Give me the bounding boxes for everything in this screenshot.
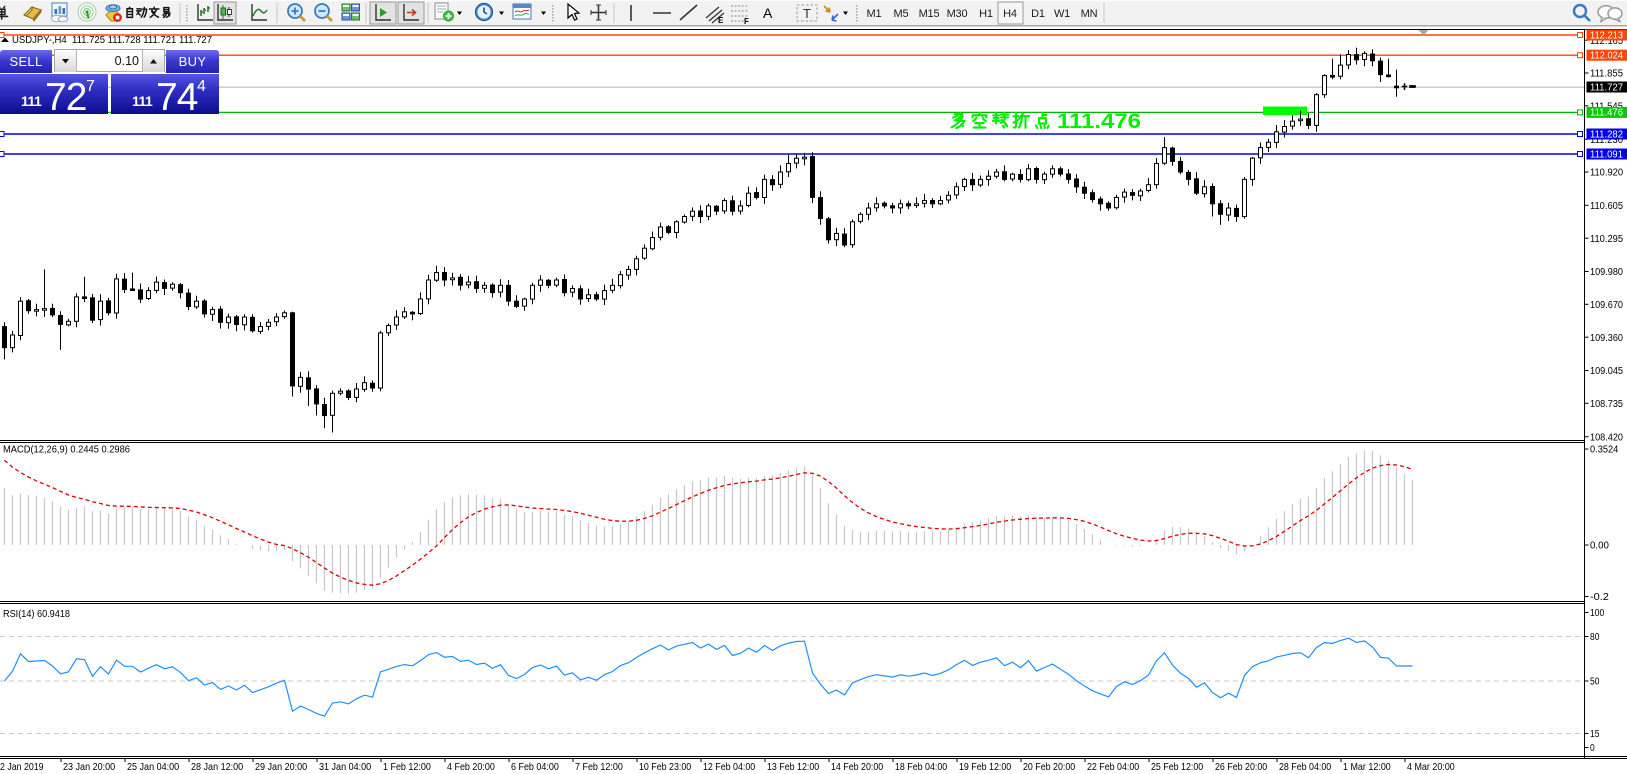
svg-text:D1: D1 — [1031, 8, 1045, 20]
svg-text:14 Feb 20:00: 14 Feb 20:00 — [831, 761, 883, 773]
svg-text:E: E — [718, 16, 724, 25]
svg-text:29 Jan 20:00: 29 Jan 20:00 — [255, 761, 307, 773]
svg-text:28 Jan 12:00: 28 Jan 12:00 — [191, 761, 243, 773]
svg-text:0.00: 0.00 — [1590, 541, 1609, 552]
svg-text:M15: M15 — [919, 8, 940, 20]
svg-text:T: T — [803, 6, 811, 21]
svg-text:112.165: 112.165 — [1590, 36, 1623, 47]
svg-text:111.282: 111.282 — [1590, 129, 1623, 140]
svg-text:109.360: 109.360 — [1590, 333, 1623, 344]
svg-text:20 Feb 20:00: 20 Feb 20:00 — [1023, 761, 1075, 773]
svg-text:0.3524: 0.3524 — [1590, 445, 1619, 456]
svg-text:111.855: 111.855 — [1590, 69, 1623, 80]
svg-text:MN: MN — [1081, 8, 1098, 20]
svg-text:M1: M1 — [867, 8, 882, 20]
svg-text:112.213: 112.213 — [1590, 30, 1623, 41]
svg-text:0: 0 — [1590, 743, 1595, 754]
svg-text:12 Feb 04:00: 12 Feb 04:00 — [703, 761, 755, 773]
svg-text:22 Feb 04:00: 22 Feb 04:00 — [1087, 761, 1139, 773]
svg-text:1 Feb 12:00: 1 Feb 12:00 — [383, 761, 431, 773]
svg-text:F: F — [744, 17, 749, 26]
svg-text:RSI(14) 60.9418: RSI(14) 60.9418 — [3, 608, 70, 620]
svg-text:110.605: 110.605 — [1590, 201, 1623, 212]
svg-text:111.476: 111.476 — [1057, 110, 1141, 133]
svg-text:109.670: 109.670 — [1590, 300, 1623, 311]
svg-text:W1: W1 — [1054, 8, 1070, 20]
svg-text:110.920: 110.920 — [1590, 168, 1623, 179]
svg-text:108.735: 108.735 — [1590, 399, 1623, 410]
svg-text:18 Feb 04:00: 18 Feb 04:00 — [895, 761, 947, 773]
svg-text:4 Mar 20:00: 4 Mar 20:00 — [1407, 761, 1455, 773]
svg-text:108.420: 108.420 — [1590, 432, 1623, 443]
svg-text:111.476: 111.476 — [1590, 108, 1623, 119]
svg-text:25 Jan 04:00: 25 Jan 04:00 — [127, 761, 179, 773]
svg-text:2 Jan 2019: 2 Jan 2019 — [0, 761, 44, 773]
svg-text:111.727: 111.727 — [1590, 82, 1623, 93]
svg-text:H4: H4 — [1003, 8, 1017, 20]
svg-text:USDJPY-,H4 111.725 111.728 11: USDJPY-,H4 111.725 111.728 111.721 111.7… — [12, 35, 212, 46]
svg-text:H1: H1 — [979, 8, 993, 20]
svg-text:109.980: 109.980 — [1590, 267, 1623, 278]
svg-text:10 Feb 23:00: 10 Feb 23:00 — [639, 761, 691, 773]
svg-text:4 Feb 20:00: 4 Feb 20:00 — [447, 761, 495, 773]
svg-text:-0.2: -0.2 — [1590, 592, 1609, 603]
svg-text:50: 50 — [1590, 677, 1600, 688]
svg-text:13 Feb 12:00: 13 Feb 12:00 — [767, 761, 819, 773]
svg-text:112.024: 112.024 — [1590, 51, 1623, 62]
svg-text:109.045: 109.045 — [1590, 366, 1623, 377]
svg-text:26 Feb 20:00: 26 Feb 20:00 — [1215, 761, 1267, 773]
svg-text:19 Feb 12:00: 19 Feb 12:00 — [959, 761, 1011, 773]
svg-text:28 Feb 04:00: 28 Feb 04:00 — [1279, 761, 1331, 773]
svg-text:25 Feb 12:00: 25 Feb 12:00 — [1151, 761, 1203, 773]
svg-text:110.295: 110.295 — [1590, 234, 1623, 245]
svg-text:MACD(12,26,9) 0.2445 0.2986: MACD(12,26,9) 0.2445 0.2986 — [3, 444, 130, 456]
svg-text:31 Jan 04:00: 31 Jan 04:00 — [319, 761, 371, 773]
svg-text:M5: M5 — [894, 8, 909, 20]
svg-text:100: 100 — [1590, 608, 1605, 619]
svg-text:80: 80 — [1590, 632, 1600, 643]
svg-text:111.091: 111.091 — [1590, 149, 1623, 160]
svg-text:M30: M30 — [947, 8, 968, 20]
svg-text:7 Feb 12:00: 7 Feb 12:00 — [575, 761, 623, 773]
svg-text:6 Feb 04:00: 6 Feb 04:00 — [511, 761, 559, 773]
svg-text:1 Mar 12:00: 1 Mar 12:00 — [1343, 761, 1391, 773]
svg-text:A: A — [763, 5, 773, 21]
svg-text:15: 15 — [1590, 729, 1600, 740]
svg-text:23 Jan 20:00: 23 Jan 20:00 — [63, 761, 115, 773]
svg-text:111.230: 111.230 — [1590, 135, 1623, 146]
